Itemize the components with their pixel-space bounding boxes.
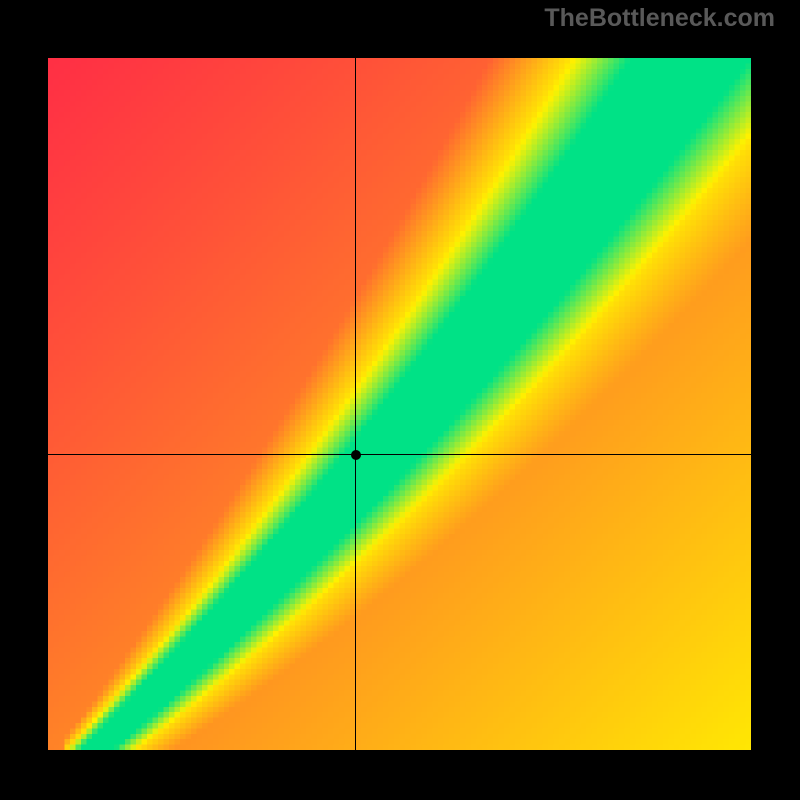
- bottleneck-heatmap: TheBottleneck.com: [0, 0, 800, 800]
- plot-border: [23, 33, 776, 775]
- watermark-text: TheBottleneck.com: [544, 4, 775, 33]
- crosshair-horizontal: [48, 454, 751, 455]
- crosshair-vertical: [355, 58, 356, 750]
- crosshair-dot: [351, 450, 361, 460]
